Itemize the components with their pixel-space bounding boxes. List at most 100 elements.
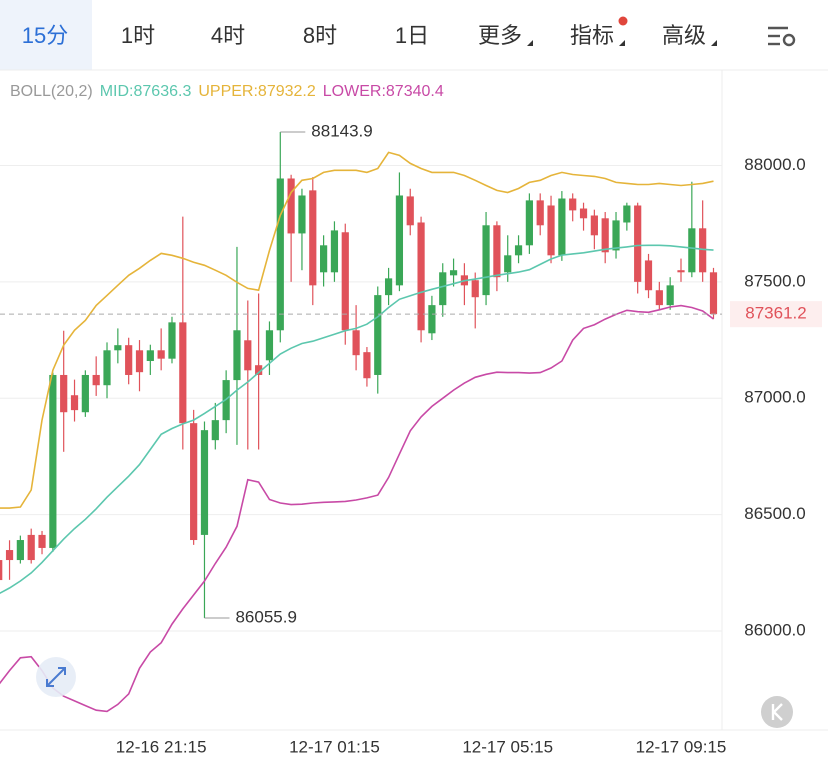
tab[interactable]: 高级 xyxy=(662,23,706,48)
candle-body xyxy=(428,305,436,334)
back-button[interactable] xyxy=(761,696,793,728)
candle-body xyxy=(233,330,241,381)
y-tick-label: 86500.0 xyxy=(744,504,805,523)
candle-body xyxy=(135,350,144,373)
candle-body xyxy=(525,200,533,246)
y-tick-label: 87000.0 xyxy=(744,388,805,407)
candle-body xyxy=(536,200,544,226)
candle-body xyxy=(70,395,79,411)
tab[interactable]: 1时 xyxy=(121,23,155,48)
candle-body xyxy=(287,178,295,234)
candle-body xyxy=(384,278,393,296)
legend-separator: : xyxy=(253,83,257,100)
legend-name: UPPER xyxy=(198,83,253,100)
candle-body xyxy=(439,272,447,306)
dropdown-marker xyxy=(527,40,533,46)
candle-body xyxy=(200,430,209,535)
candle-body xyxy=(81,374,89,413)
candle-body xyxy=(558,198,566,256)
legend-value: 87932.2 xyxy=(258,83,316,100)
candle-body xyxy=(504,255,512,273)
candle-body xyxy=(514,245,523,256)
candle-body xyxy=(634,205,642,282)
y-tick-label: 87500.0 xyxy=(744,271,805,290)
tab[interactable]: 1日 xyxy=(395,23,429,48)
candle-body xyxy=(276,178,284,331)
candle-body xyxy=(125,345,133,375)
candle-body xyxy=(265,330,274,361)
legend-value: 87636.3 xyxy=(134,83,192,100)
candle-body xyxy=(309,190,317,286)
candle-body xyxy=(341,232,349,331)
candle-body xyxy=(146,350,154,362)
boll-line xyxy=(0,244,714,595)
candle-body xyxy=(644,260,653,291)
settings-icon[interactable] xyxy=(768,26,796,47)
candle-body xyxy=(482,225,490,296)
candle-body xyxy=(363,352,371,379)
candle-body xyxy=(601,218,609,253)
candle-body xyxy=(179,322,187,424)
active-tab-bg xyxy=(0,0,92,70)
candle-body xyxy=(655,290,663,306)
extreme-label: 88143.9 xyxy=(311,121,372,140)
candle-body xyxy=(374,295,382,375)
candle-body xyxy=(569,198,577,211)
candle-body xyxy=(38,534,46,548)
legend-name: MID xyxy=(100,83,129,100)
x-tick-label: 12-17 01:15 xyxy=(289,737,380,756)
candle-body xyxy=(395,195,404,286)
candle-body xyxy=(211,420,219,441)
x-tick-label: 12-17 05:15 xyxy=(462,737,553,756)
y-tick-label: 88000.0 xyxy=(744,155,805,174)
expand-button[interactable] xyxy=(36,657,76,697)
candle-body xyxy=(677,270,685,273)
candle-body xyxy=(157,350,165,359)
candle-body xyxy=(688,228,696,273)
y-tick-label: 86000.0 xyxy=(744,621,805,640)
candle-body xyxy=(92,374,100,386)
x-tick-label: 12-17 09:15 xyxy=(636,737,727,756)
candle-body xyxy=(0,560,3,581)
candle-body xyxy=(471,280,479,298)
candle-body xyxy=(103,350,111,386)
candle-body xyxy=(255,365,263,375)
candle-body xyxy=(612,220,620,251)
candle-body xyxy=(330,230,339,273)
candle-body xyxy=(417,222,425,331)
candle-body xyxy=(114,345,122,351)
tab[interactable]: 8时 xyxy=(303,23,337,48)
candle-body xyxy=(320,245,328,273)
candle-body xyxy=(709,272,718,315)
candle-body xyxy=(493,225,501,278)
plot-area xyxy=(0,131,722,713)
extreme-label: 86055.9 xyxy=(235,608,296,627)
candle-body xyxy=(16,540,24,561)
legend-separator: : xyxy=(381,83,385,100)
dropdown-marker xyxy=(711,40,717,46)
candle-body xyxy=(49,374,57,548)
boll-line xyxy=(0,304,714,713)
tab[interactable]: 更多 xyxy=(478,23,522,48)
overlay: 88143.9 86055.9 87361.2 xyxy=(0,121,822,627)
candle-body xyxy=(449,270,458,276)
legend-value: 87340.4 xyxy=(386,83,444,100)
candle-body xyxy=(244,340,252,371)
tab[interactable]: 4时 xyxy=(211,23,245,48)
candle-body xyxy=(406,196,414,226)
tab[interactable]: 指标 xyxy=(570,23,614,48)
candle-body xyxy=(547,205,555,256)
last-price-box xyxy=(730,301,822,328)
candle-body xyxy=(27,534,35,561)
tab[interactable]: 15分 xyxy=(22,23,68,48)
last-price-label: 87361.2 xyxy=(745,304,806,323)
candle-body xyxy=(298,195,306,234)
candle-body xyxy=(190,423,198,541)
indicator-legend: BOLL(20,2) MID:87636.3 UPPER:87932.2 LOWER:… xyxy=(10,83,444,100)
tab-bar: 15分 1时 4时 8时 1日 更多 指标 高级 xyxy=(22,23,717,48)
candle-body xyxy=(352,330,360,356)
notice-dot xyxy=(618,16,628,26)
legend-title: BOLL(20,2) xyxy=(10,83,93,100)
candle-body xyxy=(590,215,598,236)
